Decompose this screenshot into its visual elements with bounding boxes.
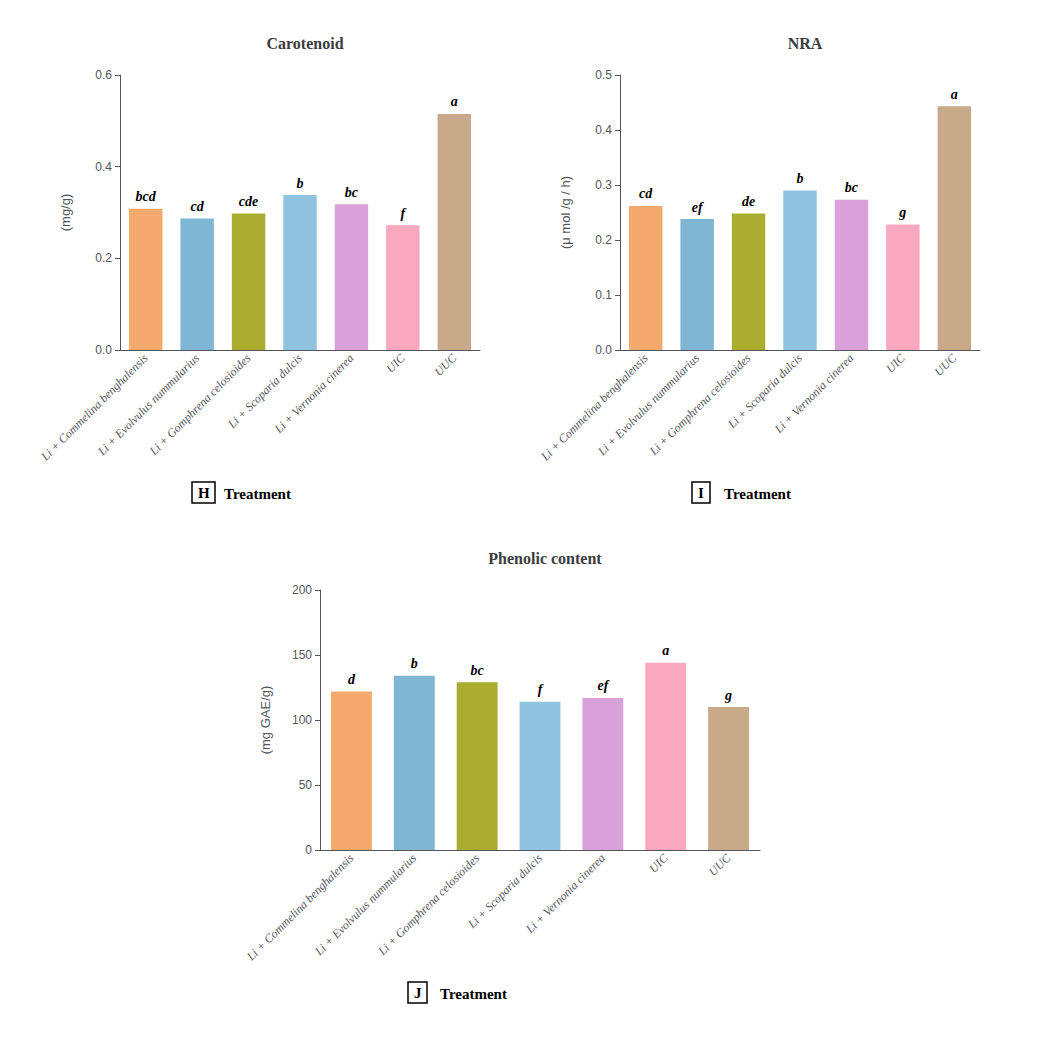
svg-text:H: H (198, 485, 210, 501)
svg-text:0.2: 0.2 (595, 233, 612, 247)
svg-text:100: 100 (292, 713, 312, 727)
svg-text:UIC: UIC (883, 350, 908, 375)
svg-text:UUC: UUC (931, 350, 960, 379)
svg-text:Carotenoid: Carotenoid (266, 35, 343, 52)
svg-text:Li + Vernonia cinerea: Li + Vernonia cinerea (771, 351, 856, 436)
svg-text:J: J (414, 985, 422, 1001)
svg-text:cde: cde (239, 194, 258, 209)
svg-text:0.5: 0.5 (595, 68, 612, 82)
svg-text:b: b (297, 176, 304, 191)
svg-text:(mg/g): (mg/g) (58, 194, 73, 232)
svg-text:bcd: bcd (136, 189, 157, 204)
svg-text:g: g (898, 205, 906, 220)
svg-text:Treatment: Treatment (724, 486, 791, 502)
svg-text:0.2: 0.2 (95, 251, 112, 265)
svg-text:Li + Commelina benghalensis: Li + Commelina benghalensis (38, 351, 151, 464)
svg-text:Li + Commelina benghalensis: Li + Commelina benghalensis (538, 351, 651, 464)
svg-text:Li + Gomphrena celosioides: Li + Gomphrena celosioides (646, 351, 754, 459)
svg-text:b: b (411, 656, 418, 671)
svg-text:(μ mol /g / h): (μ mol /g / h) (558, 176, 573, 249)
svg-text:UIC: UIC (646, 850, 671, 875)
svg-text:ef: ef (597, 678, 609, 693)
svg-text:a: a (951, 87, 958, 102)
svg-text:0: 0 (305, 843, 312, 857)
svg-text:Li + Scoparia dulcis: Li + Scoparia dulcis (225, 351, 305, 431)
svg-text:Li + Gomphrena celosioides: Li + Gomphrena celosioides (375, 851, 483, 959)
svg-text:UUC: UUC (431, 350, 460, 379)
svg-text:bc: bc (345, 185, 359, 200)
svg-text:bc: bc (471, 663, 485, 678)
svg-text:Li + Vernonia cinerea: Li + Vernonia cinerea (522, 851, 607, 936)
svg-text:Treatment: Treatment (440, 986, 507, 1002)
svg-text:200: 200 (292, 583, 312, 597)
svg-text:Treatment: Treatment (224, 486, 291, 502)
svg-text:Li + Evolvulus nummularius: Li + Evolvulus nummularius (311, 851, 419, 959)
svg-text:g: g (724, 688, 732, 703)
svg-text:Li + Gomphrena celosioides: Li + Gomphrena celosioides (146, 351, 254, 459)
svg-text:a: a (662, 643, 669, 658)
svg-text:Li + Commelina benghalensis: Li + Commelina benghalensis (243, 851, 356, 964)
svg-text:Li + Scoparia dulcis: Li + Scoparia dulcis (465, 851, 545, 931)
svg-text:50: 50 (299, 778, 313, 792)
svg-text:f: f (538, 682, 544, 697)
svg-text:0.4: 0.4 (595, 123, 612, 137)
svg-text:Phenolic content: Phenolic content (488, 550, 602, 567)
svg-text:ef: ef (692, 200, 704, 215)
svg-text:Li + Scoparia dulcis: Li + Scoparia dulcis (725, 351, 805, 431)
svg-text:b: b (797, 171, 804, 186)
svg-text:Li + Vernonia cinerea: Li + Vernonia cinerea (271, 351, 356, 436)
svg-text:de: de (742, 194, 755, 209)
svg-text:0.4: 0.4 (95, 160, 112, 174)
svg-text:0.0: 0.0 (95, 343, 112, 357)
svg-text:bc: bc (845, 180, 859, 195)
svg-text:UUC: UUC (706, 850, 735, 879)
svg-text:UIC: UIC (383, 350, 408, 375)
svg-text:cd: cd (191, 199, 205, 214)
svg-text:I: I (698, 485, 704, 501)
svg-text:f: f (401, 206, 407, 221)
svg-text:0.0: 0.0 (595, 343, 612, 357)
svg-text:cd: cd (639, 186, 653, 201)
svg-text:NRA: NRA (788, 35, 823, 52)
svg-text:Li + Evolvulus nummularius: Li + Evolvulus nummularius (94, 351, 202, 459)
svg-text:(mg GAE/g): (mg GAE/g) (258, 686, 273, 755)
svg-text:d: d (348, 672, 356, 687)
svg-text:150: 150 (292, 648, 312, 662)
svg-text:0.1: 0.1 (595, 288, 612, 302)
svg-text:0.3: 0.3 (595, 178, 612, 192)
svg-text:a: a (451, 94, 458, 109)
svg-text:0.6: 0.6 (95, 68, 112, 82)
svg-text:Li + Evolvulus nummularius: Li + Evolvulus nummularius (594, 351, 702, 459)
